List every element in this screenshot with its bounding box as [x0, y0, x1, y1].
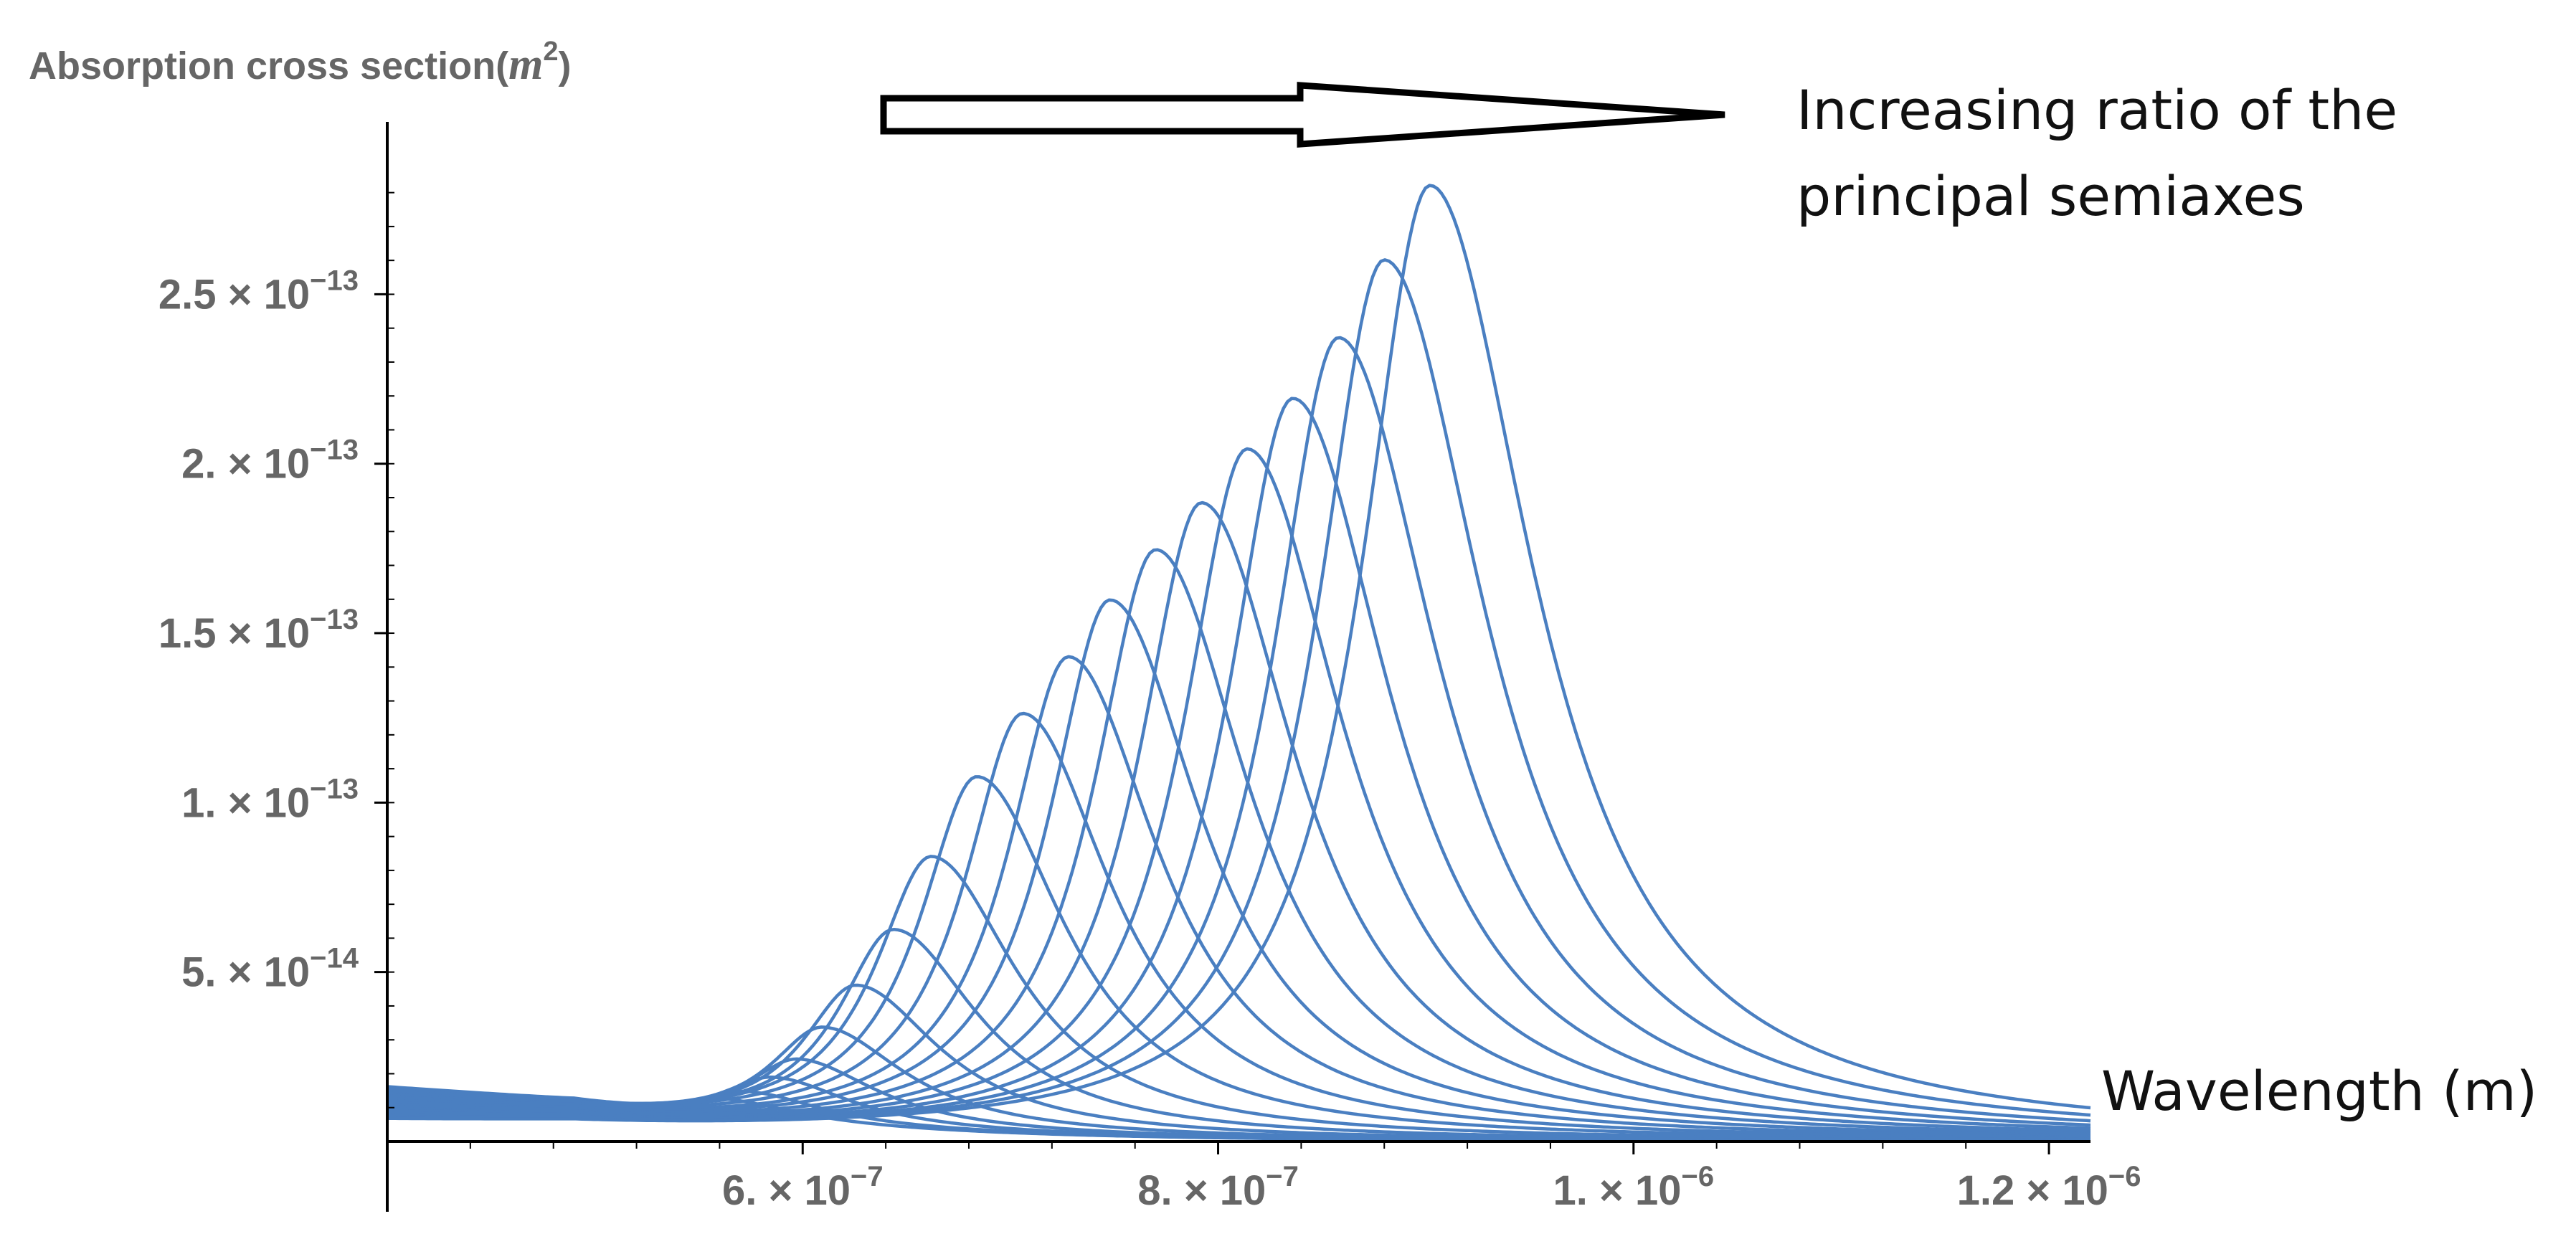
series-layer [387, 184, 2091, 1143]
y-axis-title: Absorption cross section(m2) [29, 37, 571, 89]
x-tick-label-3: 1. × 10−6 [1553, 1161, 1715, 1214]
annotation-line-2: principal semiaxes [1796, 164, 2305, 228]
series-line-13 [387, 548, 2091, 1135]
series-line-11 [387, 655, 2090, 1138]
ticks-layer: 6. × 10−7 8. × 10−7 1. × 10−6 1.2 × 10−6 5. … [158, 191, 2141, 1214]
y-tick-label-5: 2.5 × 10−13 [158, 265, 359, 318]
y-tick-label-2: 1. × 10−13 [181, 773, 359, 826]
series-line-10 [387, 711, 2090, 1139]
series-line-9 [387, 775, 2090, 1140]
series-line-15 [387, 447, 2091, 1130]
x-tick-label-2: 8. × 10−7 [1137, 1161, 1299, 1214]
y-axis-unit: m [508, 40, 543, 89]
axes-layer [386, 122, 2090, 1212]
annotation-line-1: Increasing ratio of the [1796, 78, 2397, 142]
series-line-19 [387, 184, 2091, 1123]
y-axis-title-text: Absorption cross section [29, 44, 496, 87]
y-tick-label-4: 2. × 10−13 [181, 435, 359, 488]
series-line-18 [387, 258, 2091, 1121]
y-tick-label-3: 1.5 × 10−13 [158, 604, 359, 657]
y-axis-unit-power: 2 [543, 37, 558, 67]
y-tick-label-1: 5. × 10−14 [181, 943, 359, 996]
labels-layer: Absorption cross section(m2) Wavelength … [29, 37, 2537, 1123]
x-tick-label-4: 1.2 × 10−6 [1957, 1161, 2141, 1214]
x-tick-label-1: 6. × 10−7 [722, 1161, 884, 1214]
series-line-16 [387, 397, 2091, 1127]
direction-arrow [880, 82, 1725, 148]
x-axis-title: Wavelength (m) [2101, 1059, 2537, 1123]
series-line-14 [387, 500, 2091, 1133]
series-line-12 [387, 598, 2090, 1136]
